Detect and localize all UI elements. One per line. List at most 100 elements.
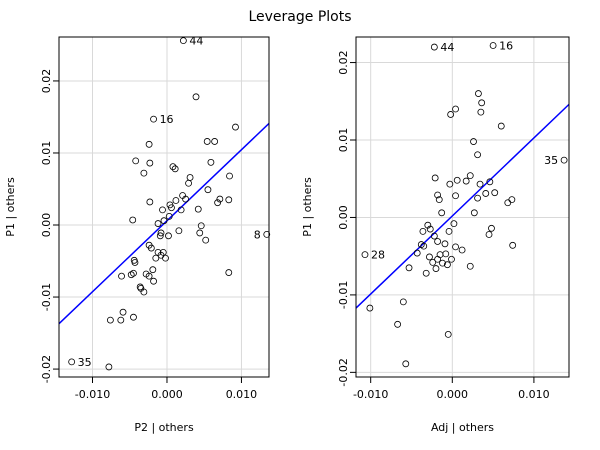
data-point — [160, 217, 168, 225]
data-point — [430, 232, 438, 240]
data-point — [150, 115, 157, 123]
data-point — [196, 229, 204, 237]
data-point — [450, 220, 458, 228]
data-point — [445, 227, 453, 235]
data-point — [169, 163, 177, 171]
data-point — [446, 180, 454, 188]
data-point — [152, 254, 160, 262]
data-point — [475, 90, 482, 97]
data-point — [147, 244, 155, 252]
data-point — [491, 189, 499, 197]
data-point — [448, 255, 455, 263]
data-point — [177, 206, 185, 214]
data-point — [508, 196, 516, 204]
data-point — [366, 304, 374, 312]
data-point — [560, 156, 568, 164]
data-point — [444, 261, 451, 269]
y-tick-label: -0.01 — [40, 283, 53, 311]
point-label: 44 — [440, 41, 454, 54]
data-point — [263, 230, 271, 238]
data-point — [179, 37, 187, 45]
data-point — [402, 360, 410, 368]
y-tick-label: 0.00 — [40, 213, 53, 238]
y-tick-label: -0.02 — [40, 355, 53, 383]
y-tick-label: 0.00 — [337, 205, 350, 230]
data-point — [431, 174, 439, 182]
x-tick-label: -0.010 — [75, 388, 110, 401]
data-point — [413, 249, 421, 257]
data-point — [442, 250, 450, 258]
data-point — [485, 231, 493, 238]
data-point — [452, 105, 459, 113]
data-point — [214, 199, 222, 207]
data-point — [165, 232, 172, 240]
x-tick-label: 0.010 — [518, 388, 550, 401]
data-point — [145, 272, 153, 280]
data-point — [203, 138, 211, 145]
data-point — [165, 212, 173, 220]
panel-2: 44 16 35 28 -0.010 0.000 0.010 -0.02 -0.01 0.00 0.… — [301, 36, 570, 434]
y-tick-label: 0.01 — [40, 141, 53, 166]
data-point — [159, 206, 166, 214]
x-tick-label: -0.010 — [353, 388, 388, 401]
plot-frame — [58, 36, 270, 378]
data-point — [452, 243, 459, 251]
data-point — [211, 138, 219, 145]
data-point — [168, 204, 175, 212]
data-point — [361, 251, 369, 259]
y-tick-label: 0.02 — [40, 69, 53, 94]
data-point — [504, 199, 512, 207]
y-tick-label: 0.02 — [337, 50, 350, 75]
data-point — [207, 158, 215, 166]
data-point — [136, 283, 144, 291]
data-point — [130, 313, 137, 321]
data-point — [129, 216, 137, 224]
data-point — [225, 196, 233, 204]
x-tick-label: 0.000 — [437, 388, 469, 401]
chart-title: Leverage Plots — [248, 9, 351, 25]
y-tick-label: -0.01 — [337, 281, 350, 309]
plot-frame — [355, 36, 570, 378]
x-axis-label: P2 | others — [134, 421, 194, 434]
data-point — [482, 190, 490, 197]
data-point — [474, 194, 481, 202]
data-point — [470, 138, 477, 145]
data-point — [132, 157, 140, 165]
data-point — [476, 180, 484, 188]
data-point — [204, 186, 212, 194]
data-point — [462, 177, 470, 185]
data-point — [424, 221, 432, 229]
data-point — [216, 195, 224, 203]
point-label: 28 — [371, 249, 385, 262]
data-point — [477, 108, 485, 116]
data-point — [486, 178, 494, 186]
y-axis-label: P1 | others — [4, 177, 17, 237]
point-label: 16 — [499, 40, 513, 53]
data-point — [466, 262, 474, 270]
data-point — [430, 43, 438, 51]
data-point — [192, 93, 200, 101]
data-point — [156, 232, 164, 240]
data-point — [509, 241, 517, 249]
data-point — [157, 229, 165, 237]
data-point — [225, 269, 233, 276]
data-point — [159, 248, 167, 256]
data-point — [458, 246, 466, 254]
data-point — [447, 111, 455, 118]
x-tick-label: 0.000 — [151, 388, 183, 401]
data-point — [119, 308, 127, 316]
data-point — [130, 269, 137, 277]
data-point — [171, 165, 179, 173]
data-point — [194, 205, 202, 213]
data-point — [175, 227, 183, 235]
data-point — [466, 172, 474, 180]
data-point — [197, 222, 205, 230]
data-point — [453, 176, 461, 184]
data-point — [435, 196, 443, 204]
data-point — [232, 123, 239, 131]
data-point — [489, 42, 497, 49]
panel-1: 44 16 8 35 -0.010 0.000 0.010 -0.02 -0.01 0.00 0.0… — [4, 35, 271, 434]
data-point — [117, 316, 125, 324]
data-point — [394, 320, 402, 328]
data-point — [68, 358, 76, 366]
